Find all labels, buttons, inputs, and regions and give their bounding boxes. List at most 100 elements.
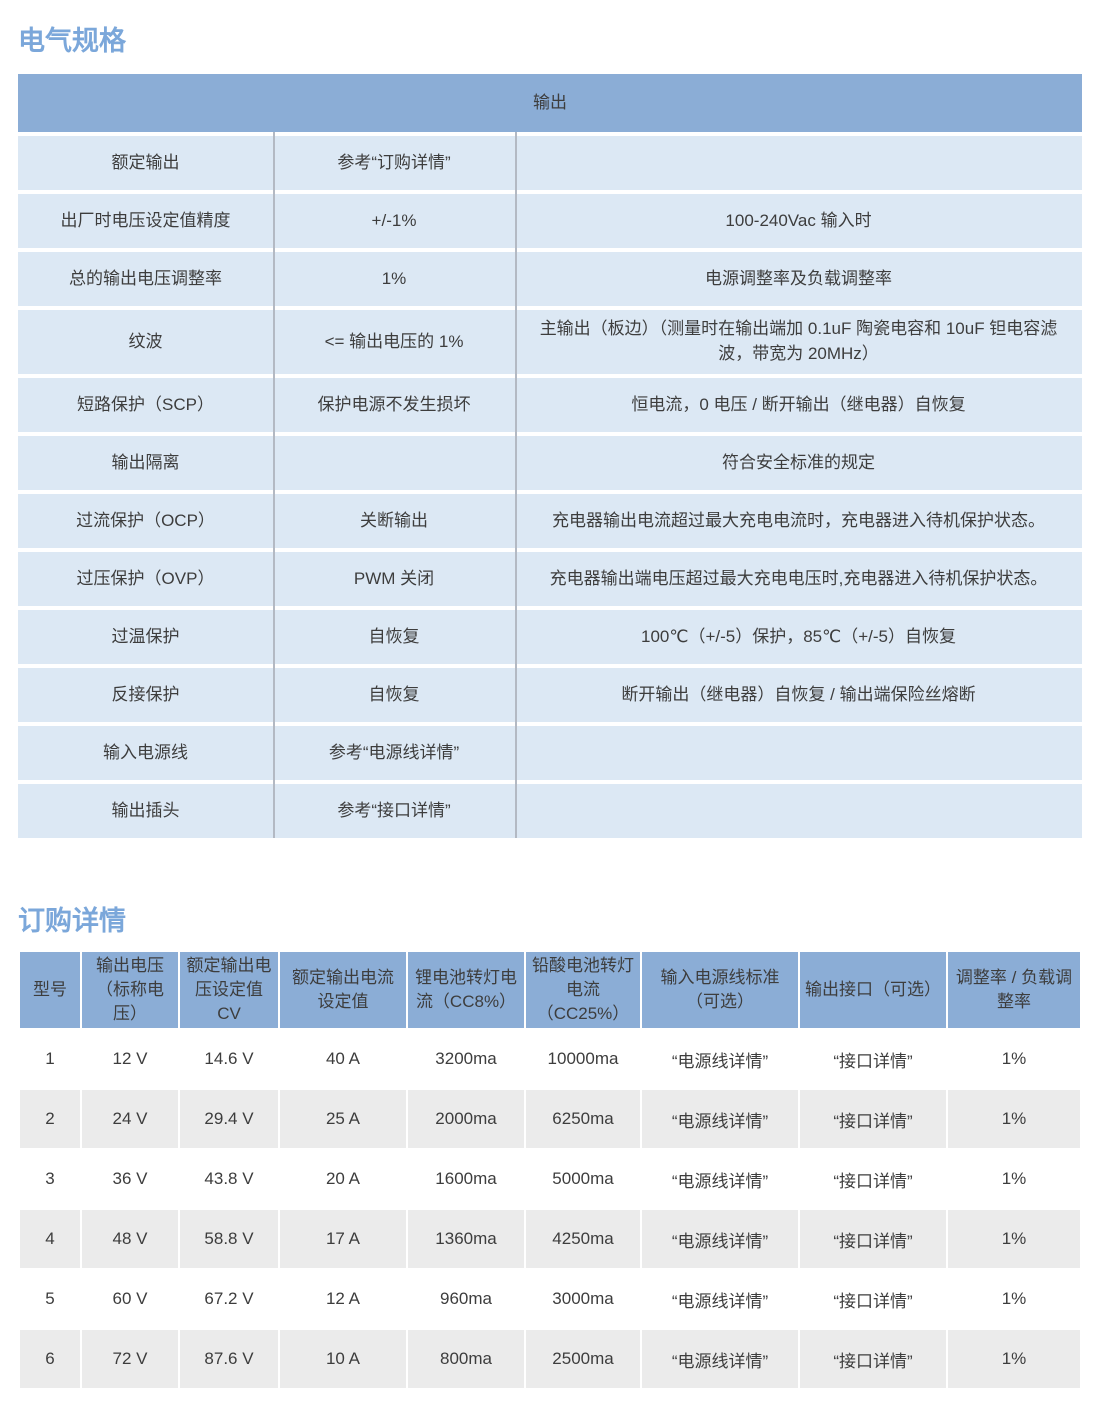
order-row: 2 24 V 29.4 V 25 A 2000ma 6250ma “电源线详情”… bbox=[20, 1090, 1080, 1149]
spec-row: 反接保护 自恢复 断开输出（继电器）自恢复 / 输出端保险丝熔断 bbox=[18, 668, 1083, 723]
order-row: 4 48 V 58.8 V 17 A 1360ma 4250ma “电源线详情”… bbox=[20, 1210, 1080, 1269]
cell-li-battery-current: 3200ma bbox=[408, 1030, 524, 1089]
cell-lead-acid-current: 3000ma bbox=[526, 1270, 640, 1329]
cell-model: 6 bbox=[20, 1330, 80, 1389]
cell-rated-current: 25 A bbox=[280, 1090, 406, 1149]
cell-li-battery-current: 2000ma bbox=[408, 1090, 524, 1149]
cell-rated-current: 10 A bbox=[280, 1330, 406, 1389]
order-header-row: 型号 输出电压（标称电压） 额定输出电压设定值 CV 额定输出电流设定值 锂电池… bbox=[20, 952, 1080, 1029]
spec-item-note: 恒电流，0 电压 / 断开输出（继电器）自恢复 bbox=[515, 378, 1083, 433]
cell-model: 1 bbox=[20, 1030, 80, 1089]
spec-item-value bbox=[273, 436, 515, 491]
column-divider bbox=[273, 132, 275, 839]
spec-item-note: 断开输出（继电器）自恢复 / 输出端保险丝熔断 bbox=[515, 668, 1083, 723]
spec-item-value: 1% bbox=[273, 252, 515, 307]
spec-row: 总的输出电压调整率 1% 电源调整率及负载调整率 bbox=[18, 252, 1083, 307]
spec-item-note bbox=[515, 726, 1083, 781]
spec-header-row: 输出 bbox=[18, 74, 1083, 133]
spec-item-value: 参考“电源线详情” bbox=[273, 726, 515, 781]
col-input-cord: 输入电源线标准（可选） bbox=[642, 952, 798, 1029]
cell-output-voltage: 24 V bbox=[82, 1090, 178, 1149]
col-model: 型号 bbox=[20, 952, 80, 1029]
cell-input-cord: “电源线详情” bbox=[642, 1030, 798, 1089]
spec-item-note bbox=[515, 784, 1083, 839]
cell-lead-acid-current: 4250ma bbox=[526, 1210, 640, 1269]
cell-li-battery-current: 1360ma bbox=[408, 1210, 524, 1269]
cell-regulation: 1% bbox=[948, 1090, 1080, 1149]
spec-item-label: 出厂时电压设定值精度 bbox=[18, 194, 273, 249]
spec-row: 出厂时电压设定值精度 +/-1% 100-240Vac 输入时 bbox=[18, 194, 1083, 249]
cell-rated-voltage-cv: 67.2 V bbox=[180, 1270, 278, 1329]
spec-item-label: 过温保护 bbox=[18, 610, 273, 665]
cell-regulation: 1% bbox=[948, 1150, 1080, 1209]
spec-item-label: 反接保护 bbox=[18, 668, 273, 723]
cell-regulation: 1% bbox=[948, 1030, 1080, 1089]
spec-item-label: 短路保护（SCP） bbox=[18, 378, 273, 433]
cell-output-voltage: 60 V bbox=[82, 1270, 178, 1329]
col-rated-voltage-cv: 额定输出电压设定值 CV bbox=[180, 952, 278, 1029]
cell-model: 5 bbox=[20, 1270, 80, 1329]
cell-model: 4 bbox=[20, 1210, 80, 1269]
spec-row: 纹波 <= 输出电压的 1% 主输出（板边）（测量时在输出端加 0.1uF 陶瓷… bbox=[18, 310, 1083, 375]
cell-regulation: 1% bbox=[948, 1210, 1080, 1269]
cell-rated-voltage-cv: 87.6 V bbox=[180, 1330, 278, 1389]
col-lead-acid-current: 铅酸电池转灯电流（CC25%） bbox=[526, 952, 640, 1029]
spec-item-note: 充电器输出电流超过最大充电电流时，充电器进入待机保护状态。 bbox=[515, 494, 1083, 549]
spec-row: 输出插头 参考“接口详情” bbox=[18, 784, 1083, 839]
spec-item-label: 过压保护（OVP） bbox=[18, 552, 273, 607]
cell-rated-current: 12 A bbox=[280, 1270, 406, 1329]
spec-item-note: 电源调整率及负载调整率 bbox=[515, 252, 1083, 307]
order-row: 3 36 V 43.8 V 20 A 1600ma 5000ma “电源线详情”… bbox=[20, 1150, 1080, 1209]
order-row: 5 60 V 67.2 V 12 A 960ma 3000ma “电源线详情” … bbox=[20, 1270, 1080, 1329]
cell-li-battery-current: 800ma bbox=[408, 1330, 524, 1389]
spec-row: 输入电源线 参考“电源线详情” bbox=[18, 726, 1083, 781]
order-details-table: 型号 输出电压（标称电压） 额定输出电压设定值 CV 额定输出电流设定值 锂电池… bbox=[18, 950, 1082, 1390]
col-regulation: 调整率 / 负载调整率 bbox=[948, 952, 1080, 1029]
spec-item-value: 参考“订购详情” bbox=[273, 136, 515, 191]
cell-model: 2 bbox=[20, 1090, 80, 1149]
spec-item-value: 参考“接口详情” bbox=[273, 784, 515, 839]
spec-item-note: 100-240Vac 输入时 bbox=[515, 194, 1083, 249]
cell-model: 3 bbox=[20, 1150, 80, 1209]
spec-item-value: <= 输出电压的 1% bbox=[273, 310, 515, 375]
cell-output-connector: “接口详情” bbox=[800, 1150, 946, 1209]
cell-output-connector: “接口详情” bbox=[800, 1210, 946, 1269]
cell-output-voltage: 12 V bbox=[82, 1030, 178, 1089]
cell-output-connector: “接口详情” bbox=[800, 1090, 946, 1149]
col-li-battery-current: 锂电池转灯电流（CC8%） bbox=[408, 952, 524, 1029]
spec-item-value: 保护电源不发生损坏 bbox=[273, 378, 515, 433]
cell-regulation: 1% bbox=[948, 1270, 1080, 1329]
cell-rated-current: 40 A bbox=[280, 1030, 406, 1089]
order-row: 6 72 V 87.6 V 10 A 800ma 2500ma “电源线详情” … bbox=[20, 1330, 1080, 1389]
cell-output-voltage: 48 V bbox=[82, 1210, 178, 1269]
column-divider bbox=[515, 132, 517, 839]
cell-lead-acid-current: 2500ma bbox=[526, 1330, 640, 1389]
spec-item-label: 纹波 bbox=[18, 310, 273, 375]
cell-rated-current: 20 A bbox=[280, 1150, 406, 1209]
spec-row: 额定输出 参考“订购详情” bbox=[18, 136, 1083, 191]
cell-rated-voltage-cv: 43.8 V bbox=[180, 1150, 278, 1209]
cell-input-cord: “电源线详情” bbox=[642, 1270, 798, 1329]
spec-item-note: 100℃（+/-5）保护，85℃（+/-5）自恢复 bbox=[515, 610, 1083, 665]
electrical-spec-title: 电气规格 bbox=[18, 26, 126, 56]
cell-input-cord: “电源线详情” bbox=[642, 1150, 798, 1209]
spec-item-label: 输出隔离 bbox=[18, 436, 273, 491]
cell-lead-acid-current: 10000ma bbox=[526, 1030, 640, 1089]
spec-row: 过压保护（OVP） PWM 关闭 充电器输出端电压超过最大充电电压时,充电器进入… bbox=[18, 552, 1083, 607]
cell-rated-current: 17 A bbox=[280, 1210, 406, 1269]
spec-item-label: 输出插头 bbox=[18, 784, 273, 839]
col-output-voltage: 输出电压（标称电压） bbox=[82, 952, 178, 1029]
spec-item-note: 主输出（板边）（测量时在输出端加 0.1uF 陶瓷电容和 10uF 钽电容滤波，… bbox=[515, 310, 1083, 375]
spec-header-output: 输出 bbox=[18, 74, 1083, 133]
spec-item-note: 充电器输出端电压超过最大充电电压时,充电器进入待机保护状态。 bbox=[515, 552, 1083, 607]
cell-input-cord: “电源线详情” bbox=[642, 1090, 798, 1149]
cell-rated-voltage-cv: 58.8 V bbox=[180, 1210, 278, 1269]
spec-item-value: 关断输出 bbox=[273, 494, 515, 549]
cell-output-connector: “接口详情” bbox=[800, 1270, 946, 1329]
cell-regulation: 1% bbox=[948, 1330, 1080, 1389]
spec-item-note bbox=[515, 136, 1083, 191]
cell-lead-acid-current: 6250ma bbox=[526, 1090, 640, 1149]
spec-item-value: 自恢复 bbox=[273, 610, 515, 665]
cell-output-voltage: 36 V bbox=[82, 1150, 178, 1209]
col-output-connector: 输出接口（可选） bbox=[800, 952, 946, 1029]
